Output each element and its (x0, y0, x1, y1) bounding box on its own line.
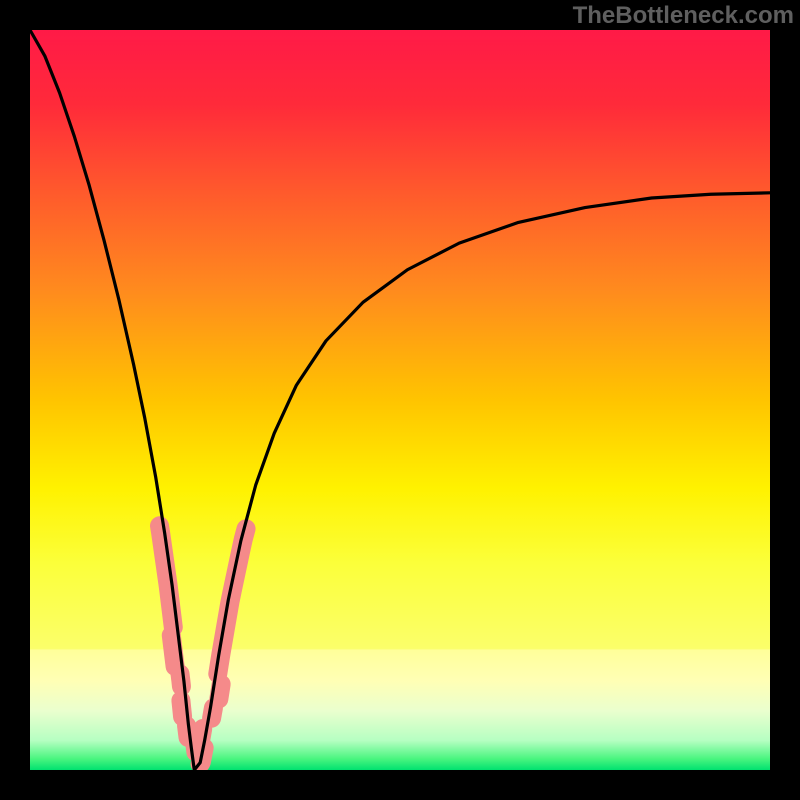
watermark-text: TheBottleneck.com (573, 2, 794, 30)
marker-segment (171, 635, 175, 666)
marker-segment (181, 700, 183, 716)
chart-container: TheBottleneck.com (0, 0, 800, 800)
marker-segment (219, 684, 221, 699)
frame-left (0, 0, 30, 800)
marker-segment (212, 708, 214, 718)
bottleneck-chart-svg (0, 0, 800, 800)
frame-bottom (0, 770, 800, 800)
frame-right (770, 0, 800, 800)
marker-segment (180, 674, 181, 687)
